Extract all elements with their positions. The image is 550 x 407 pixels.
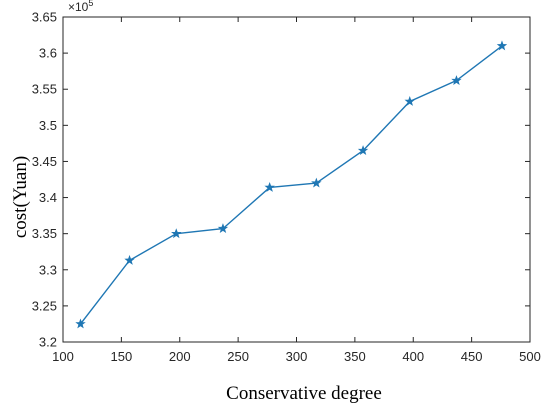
y-tick-label: 3.55 xyxy=(32,82,57,97)
x-axis-title: Conservative degree xyxy=(226,383,382,404)
star-data-point xyxy=(311,177,322,188)
y-tick-label: 3.35 xyxy=(32,226,57,241)
star-data-point xyxy=(357,145,369,156)
x-tick-label: 150 xyxy=(111,349,133,364)
x-axis: 100 150 200 250 300 350 400 450 500 xyxy=(52,17,541,364)
y-axis: 3.2 3.25 3.3 3.35 3.4 3.45 3.5 3.55 3.6 3.65 xyxy=(32,10,530,350)
y-tick-label: 3.5 xyxy=(39,118,57,133)
star-data-point xyxy=(75,318,86,329)
x-tick-label: 400 xyxy=(402,349,424,364)
x-tick-label: 300 xyxy=(286,349,308,364)
y-axis-title: cost(Yuan) xyxy=(10,156,31,238)
x-tick-label: 350 xyxy=(344,349,366,364)
y-tick-label: 3.6 xyxy=(39,46,57,61)
plot-frame xyxy=(62,16,531,343)
y-tick-label: 3.4 xyxy=(39,190,57,205)
star-data-point xyxy=(124,254,135,265)
x-tick-label: 250 xyxy=(227,349,249,364)
series-layer xyxy=(75,40,508,329)
x-tick-label: 200 xyxy=(169,349,191,364)
star-data-point xyxy=(264,181,275,192)
x-tick-label: 500 xyxy=(519,349,541,364)
series-line xyxy=(79,45,503,325)
star-data-point xyxy=(496,40,508,51)
x-tick-label: 450 xyxy=(461,349,483,364)
y-tick-label: 3.2 xyxy=(39,335,57,350)
y-tick-label: 3.3 xyxy=(39,262,57,277)
x-tick-label: 100 xyxy=(52,349,74,364)
y-tick-label: 3.25 xyxy=(32,298,57,313)
star-data-point xyxy=(217,223,229,234)
star-data-point xyxy=(451,75,462,85)
y-axis-multiplier: ×105 xyxy=(68,0,93,14)
star-data-point xyxy=(404,96,415,106)
y-tick-label: 3.65 xyxy=(32,10,57,25)
star-data-point xyxy=(171,228,182,239)
y-tick-label: 3.45 xyxy=(32,154,57,169)
plot-area xyxy=(62,16,531,343)
